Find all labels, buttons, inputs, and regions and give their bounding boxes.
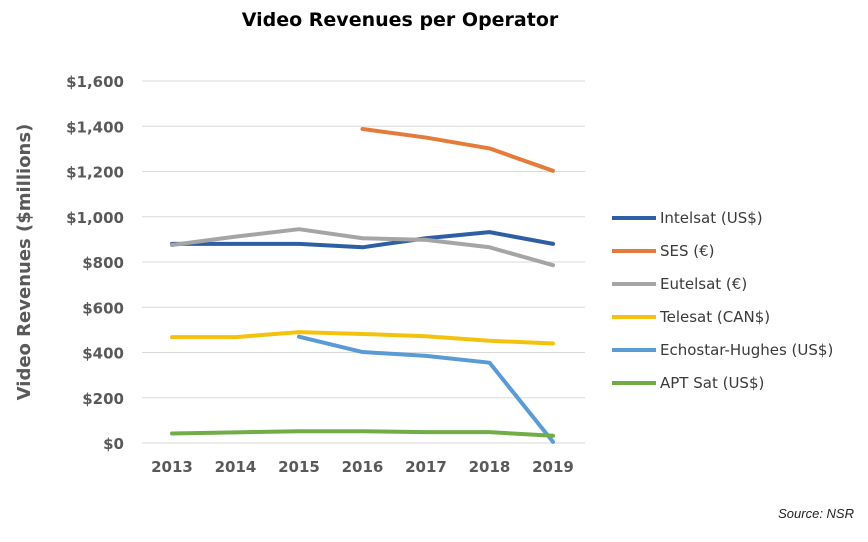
legend-swatch <box>612 314 656 319</box>
series-line-1 <box>360 126 555 173</box>
series-line-3 <box>170 330 555 346</box>
legend-item: Eutelsat (€) <box>612 267 833 300</box>
legend-label: Telesat (CAN$) <box>660 307 771 326</box>
legend-item: Echostar-Hughes (US$) <box>612 333 833 366</box>
x-tick-label: 2016 <box>342 458 384 476</box>
legend-item: Intelsat (US$) <box>612 201 833 234</box>
legend-label: APT Sat (US$) <box>660 373 765 392</box>
legend-item: SES (€) <box>612 234 833 267</box>
chart-title: Video Revenues per Operator <box>241 9 559 31</box>
x-tick-labels: 2013 2014 2015 2016 2017 2018 2019 <box>151 458 574 476</box>
x-tick-label: 2017 <box>405 458 447 476</box>
x-tick-label: 2015 <box>278 458 320 476</box>
legend: Intelsat (US$) SES (€) Eutelsat (€) Telesat… <box>612 201 833 399</box>
legend-swatch <box>612 281 656 286</box>
y-tick-label: $1,000 <box>66 209 124 227</box>
legend-swatch <box>612 215 656 220</box>
x-tick-label: 2013 <box>151 458 193 476</box>
y-tick-label: $200 <box>82 390 124 408</box>
y-axis-label: Video Revenues ($millions) <box>14 124 35 401</box>
legend-swatch <box>612 347 656 352</box>
series-lines <box>170 126 555 444</box>
y-tick-label: $400 <box>82 345 124 363</box>
series-line-4 <box>297 334 555 444</box>
legend-label: Intelsat (US$) <box>660 208 763 227</box>
series-line-2 <box>170 227 555 268</box>
legend-swatch <box>612 380 656 385</box>
legend-label: SES (€) <box>660 241 715 260</box>
series-line-0 <box>170 230 555 250</box>
y-tick-label: $1,200 <box>66 164 124 182</box>
series-line-5 <box>170 429 555 438</box>
y-tick-label: $1,600 <box>66 73 124 91</box>
gridlines <box>142 80 585 444</box>
legend-label: Eutelsat (€) <box>660 274 748 293</box>
legend-swatch <box>612 248 656 253</box>
y-tick-labels: $0 $200 $400 $600 $800 $1,000 $1,200 $1,400 $1,6… <box>66 73 124 453</box>
y-tick-label: $600 <box>82 299 124 317</box>
x-tick-label: 2014 <box>215 458 257 476</box>
legend-label: Echostar-Hughes (US$) <box>660 340 834 359</box>
y-tick-label: $0 <box>103 435 124 453</box>
legend-item: Telesat (CAN$) <box>612 300 833 333</box>
x-tick-label: 2018 <box>469 458 511 476</box>
y-tick-label: $800 <box>82 254 124 272</box>
y-tick-label: $1,400 <box>66 118 124 136</box>
x-tick-label: 2019 <box>532 458 574 476</box>
source-note: Source: NSR <box>778 506 854 521</box>
legend-item: APT Sat (US$) <box>612 366 833 399</box>
